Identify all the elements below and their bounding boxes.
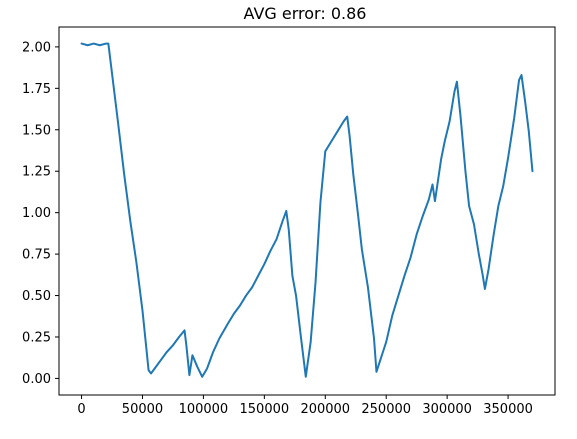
y-tick-label: 0.00 — [22, 372, 51, 387]
y-tick-label: 1.25 — [22, 165, 51, 180]
y-tick-label: 0.75 — [22, 248, 51, 263]
x-tick-label: 250000 — [361, 402, 411, 417]
chart-title: AVG error: 0.86 — [244, 4, 367, 23]
plot-area-frame — [58, 26, 556, 396]
y-tick-label: 0.50 — [22, 289, 51, 304]
x-tick-label: 300000 — [422, 402, 472, 417]
x-tick-label: 200000 — [300, 402, 350, 417]
x-tick-label: 100000 — [179, 402, 229, 417]
x-tick-label: 0 — [77, 402, 85, 417]
y-tick-label: 2.00 — [22, 40, 51, 55]
series-line-1 — [80, 42, 534, 378]
x-tick-label: 350000 — [483, 402, 533, 417]
x-tick-label: 150000 — [240, 402, 290, 417]
y-axis-ticks: 0.00 0.25 0.50 0.75 1.00 1.25 1.50 1.75 2.00 — [22, 40, 59, 387]
x-tick-label: 50000 — [122, 402, 163, 417]
x-axis-ticks: 0 50000 100000 150000 200000 250000 300000 3500… — [77, 395, 533, 417]
y-tick-label: 1.50 — [22, 123, 51, 138]
y-tick-label: 0.25 — [22, 330, 51, 345]
plot-content — [80, 42, 534, 378]
y-tick-label: 1.00 — [22, 206, 51, 221]
y-tick-label: 1.75 — [22, 82, 51, 97]
